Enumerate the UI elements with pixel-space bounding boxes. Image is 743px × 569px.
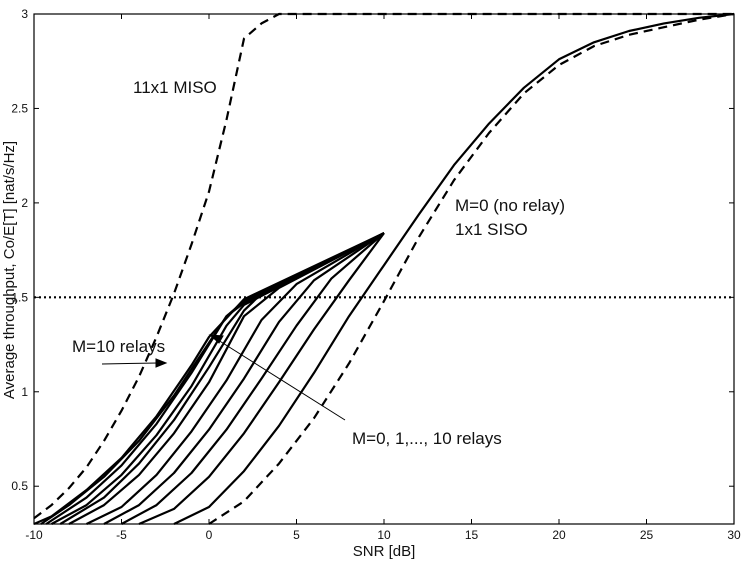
x-tick-label: 25 — [640, 528, 654, 542]
annotation-arrows — [101, 334, 346, 421]
x-tick-label: 5 — [293, 528, 300, 542]
x-tick-label: -5 — [116, 528, 127, 542]
x-tick-label: 30 — [727, 528, 741, 542]
series-line-m-0 — [173, 12, 735, 525]
m10-annotation: M=10 relays — [72, 337, 165, 356]
x-tick-label: 15 — [465, 528, 479, 542]
x-tick-label: 10 — [377, 528, 391, 542]
series-line-m-1 — [138, 232, 385, 526]
series-lines — [33, 12, 735, 526]
series-line-m-6 — [59, 232, 385, 525]
miso-annotation: 11x1 MISO — [133, 78, 217, 97]
y-tick-label: 3 — [21, 7, 28, 21]
series-line-m-5 — [68, 232, 385, 525]
x-tick-label: 20 — [552, 528, 566, 542]
y-tick-label: 2 — [21, 196, 28, 210]
range-arrow — [217, 339, 346, 421]
series-line-m-0-no-relay-1x1-siso — [208, 12, 735, 525]
series-line-m-3 — [103, 232, 385, 525]
y-axis-label: Average throughput, Co/E[T] [nat/s/Hz] — [1, 141, 18, 399]
y-tick-label: 1.5 — [11, 290, 28, 304]
y-tick-label: 0.5 — [11, 479, 28, 493]
series-line-m-8 — [45, 232, 385, 525]
range-annotation: M=0, 1,..., 10 relays — [352, 429, 502, 448]
series-line-m-10 — [33, 232, 385, 526]
series-line-m-4 — [86, 232, 385, 525]
y-tick-label: 1 — [21, 385, 28, 399]
m10-arrowhead — [155, 358, 168, 368]
series-line-m-2 — [120, 232, 385, 525]
x-tick-label: 0 — [206, 528, 213, 542]
m10-arrow — [101, 362, 159, 365]
range-arrowhead — [208, 334, 224, 344]
series-line-m-7 — [50, 232, 385, 525]
series-line-11x1-miso — [33, 12, 734, 520]
x-axis-label: SNR [dB] — [353, 543, 416, 560]
y-tick-label: 2.5 — [11, 101, 28, 115]
siso-annotation-line2: 1x1 SISO — [455, 220, 528, 239]
axis-ticks: -10 -5 0 5 10 15 20 25 30 0.5 1 1.5 2 2.5 3 — [11, 7, 741, 542]
x-tick-label: -10 — [25, 528, 43, 542]
siso-annotation-line1: M=0 (no relay) — [455, 196, 565, 215]
